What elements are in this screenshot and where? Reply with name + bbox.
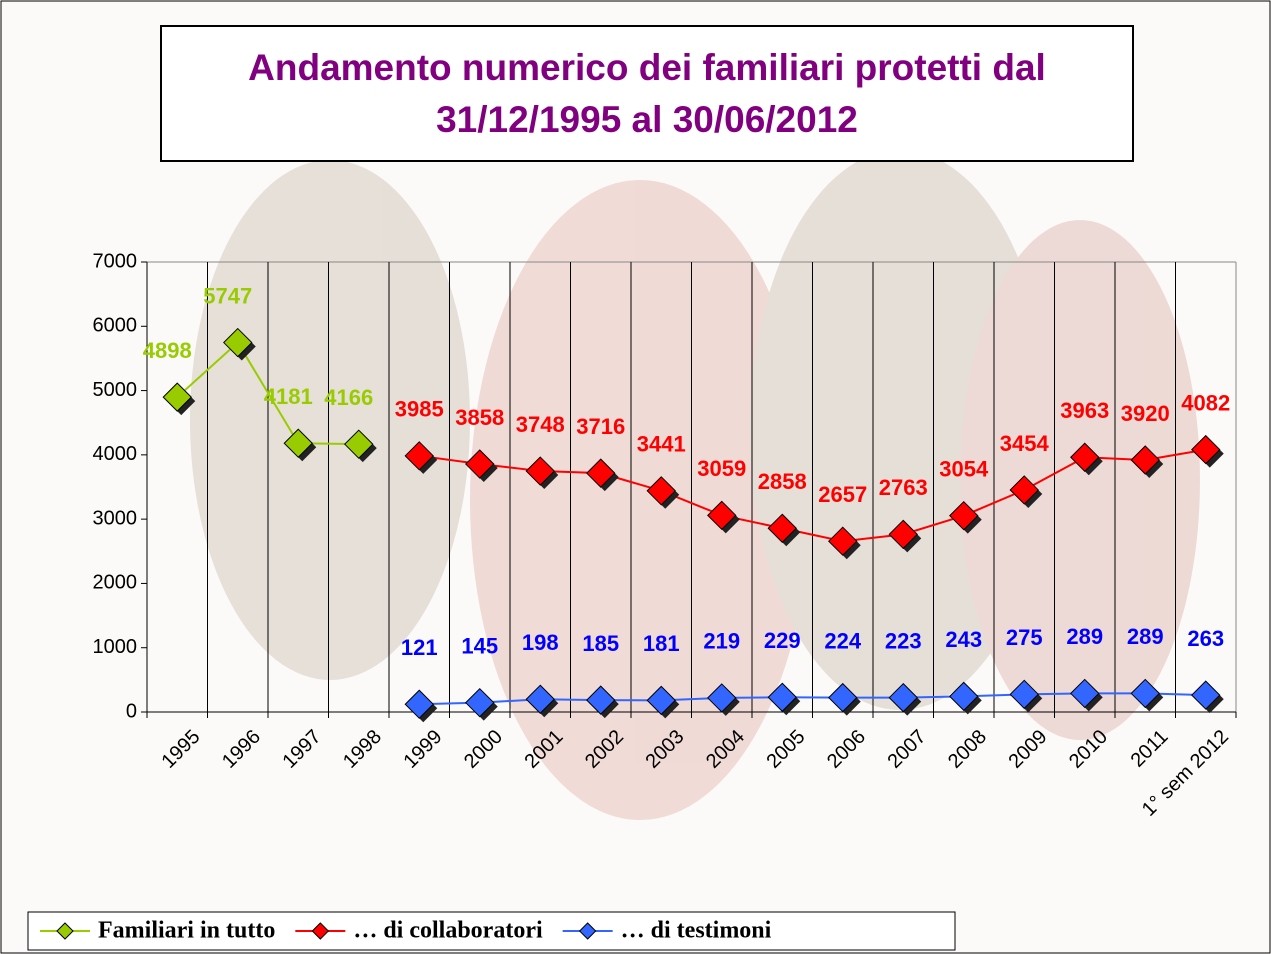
data-label: 4898: [143, 338, 192, 363]
data-label: 3059: [697, 456, 746, 481]
y-tick-label: 2000: [93, 572, 138, 594]
data-label: 121: [401, 635, 438, 660]
data-label: 5747: [203, 283, 252, 308]
data-label: 185: [582, 631, 619, 656]
data-label: 3454: [1000, 431, 1050, 456]
data-label: 3716: [576, 414, 625, 439]
data-label: 4166: [324, 385, 373, 410]
data-label: 3054: [939, 456, 989, 481]
data-label: 263: [1187, 626, 1224, 651]
data-label: 219: [703, 629, 740, 654]
legend: Familiari in tutto … di collaboratori … di…: [28, 912, 955, 950]
data-label: 3920: [1121, 401, 1170, 426]
data-label: 275: [1006, 625, 1043, 650]
data-label: 3963: [1060, 398, 1109, 423]
data-label: 145: [461, 633, 498, 658]
data-label: 2858: [758, 469, 807, 494]
y-tick-label: 3000: [93, 507, 138, 529]
data-label: 3858: [455, 405, 504, 430]
chart-title: Andamento numerico dei familiari protett…: [160, 25, 1134, 162]
data-label: 3441: [637, 432, 686, 457]
data-label: 223: [885, 628, 922, 653]
data-label: 198: [522, 630, 559, 655]
y-tick-label: 0: [126, 700, 137, 722]
page: 0100020003000400050006000700019951996199…: [0, 0, 1271, 954]
y-tick-label: 5000: [93, 379, 138, 401]
data-label: 289: [1127, 624, 1164, 649]
legend-label: … di testimoni: [621, 918, 772, 944]
y-tick-label: 7000: [93, 250, 138, 272]
data-label: 3985: [395, 397, 444, 422]
data-label: 3748: [516, 412, 565, 437]
y-tick-label: 1000: [93, 636, 138, 658]
y-tick-label: 6000: [93, 315, 138, 337]
data-label: 2657: [818, 482, 867, 507]
data-label: 224: [824, 628, 861, 653]
data-label: 4181: [264, 384, 313, 409]
data-label: 4082: [1181, 390, 1230, 415]
data-label: 243: [945, 627, 982, 652]
legend-label: Familiari in tutto: [98, 918, 275, 944]
data-label: 181: [643, 631, 680, 656]
data-label: 2763: [879, 475, 928, 500]
legend-label: … di collaboratori: [353, 918, 543, 944]
data-label: 289: [1066, 624, 1103, 649]
data-label: 229: [764, 628, 801, 653]
y-tick-label: 4000: [93, 443, 138, 465]
